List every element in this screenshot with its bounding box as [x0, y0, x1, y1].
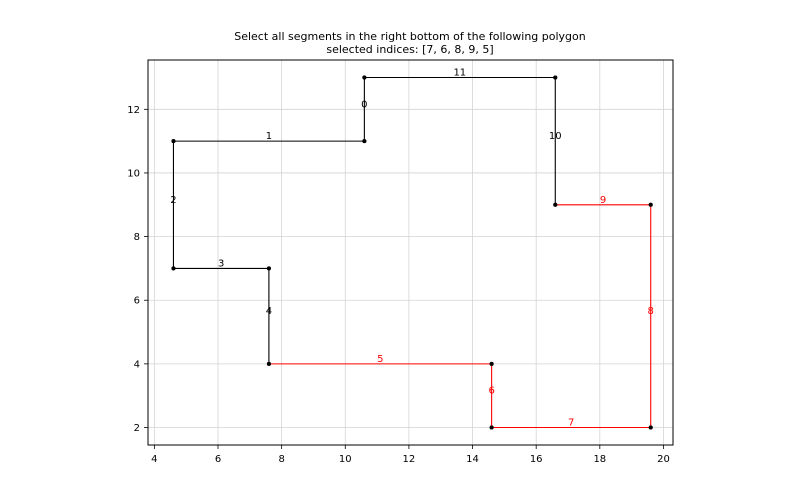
x-tick-label: 4 — [151, 454, 157, 465]
polygon-vertices — [171, 75, 653, 430]
vertex-point — [171, 139, 176, 144]
grid — [148, 60, 673, 445]
segment-labels: 0 1 2 3 4 5 6 7 8 9 10 11 — [170, 68, 654, 429]
segment-label-9: 9 — [600, 195, 606, 206]
y-tick-label: 6 — [134, 296, 140, 307]
y-tick-label: 12 — [127, 105, 140, 116]
segment-label-8: 8 — [648, 306, 654, 317]
x-tick-label: 16 — [530, 454, 543, 465]
y-tick-label: 4 — [134, 359, 140, 370]
polygon-segments — [172, 76, 652, 429]
vertex-point — [171, 266, 176, 271]
chart-title: Select all segments in the right bottom … — [234, 30, 586, 43]
segment-label-0: 0 — [361, 99, 367, 110]
segment-label-10: 10 — [549, 131, 562, 142]
vertex-point — [648, 425, 653, 430]
segment-label-6: 6 — [488, 386, 494, 397]
vertex-point — [553, 202, 558, 207]
x-tick-label: 8 — [278, 454, 284, 465]
vertex-point — [489, 425, 494, 430]
y-tick-label: 10 — [127, 168, 140, 179]
chart-subtitle: selected indices: [7, 6, 8, 9, 5] — [326, 43, 494, 56]
vertex-point — [266, 266, 271, 271]
plot-frame — [147, 59, 674, 446]
x-tick-label: 10 — [339, 454, 352, 465]
vertex-point — [489, 361, 494, 366]
x-tick-label: 6 — [215, 454, 221, 465]
segment-label-4: 4 — [266, 306, 272, 317]
segment-label-1: 1 — [266, 131, 272, 142]
segment-label-3: 3 — [218, 258, 224, 269]
segment-label-11: 11 — [453, 68, 466, 79]
segment-label-5: 5 — [377, 354, 383, 365]
vertex-point — [266, 361, 271, 366]
segment-label-7: 7 — [568, 418, 574, 429]
y-tick-label: 2 — [134, 423, 140, 434]
vertex-point — [648, 202, 653, 207]
vertex-point — [362, 139, 367, 144]
x-tick-label: 12 — [403, 454, 416, 465]
segment-label-2: 2 — [170, 195, 176, 206]
x-tick-label: 14 — [466, 454, 479, 465]
x-tick-label: 18 — [593, 454, 606, 465]
y-tick-label: 8 — [134, 232, 140, 243]
x-tick-label: 20 — [657, 454, 670, 465]
vertex-point — [362, 75, 367, 80]
vertex-point — [553, 75, 558, 80]
